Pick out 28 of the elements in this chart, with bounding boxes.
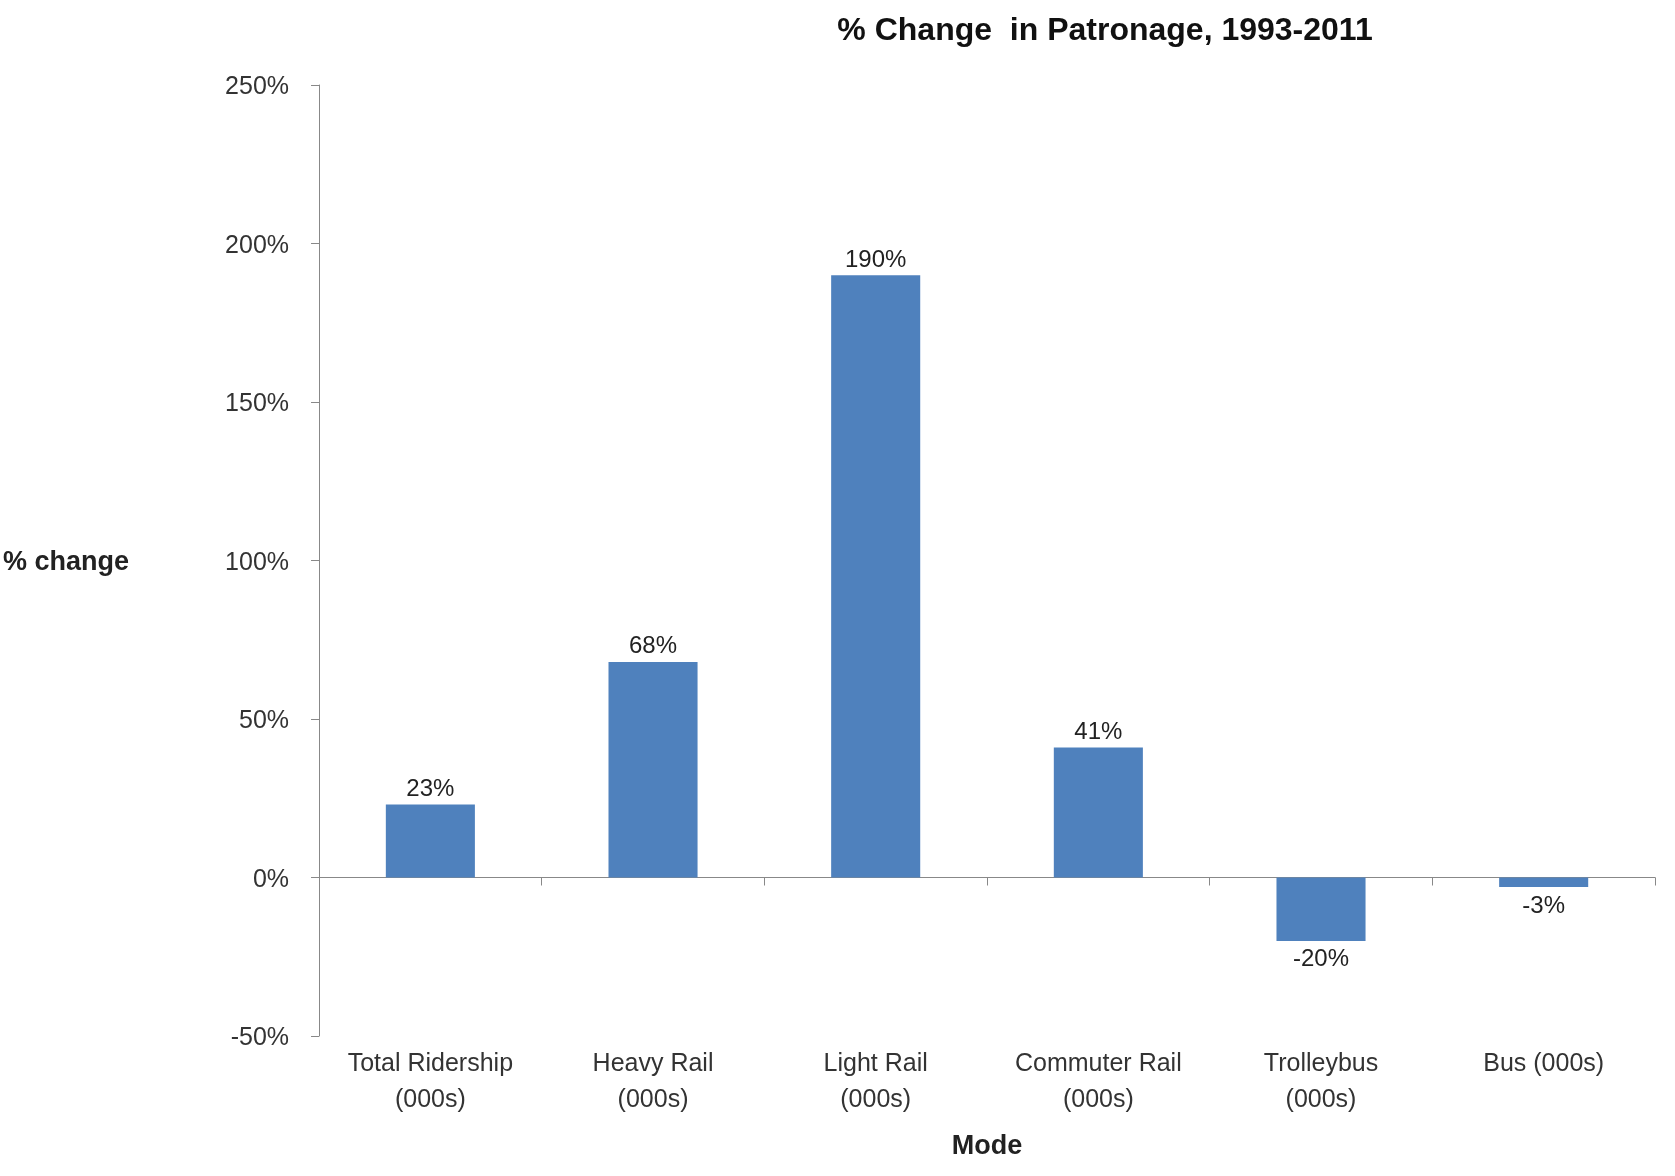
x-axis-title: Mode [951, 1129, 1023, 1160]
data-label: -3% [1522, 890, 1566, 918]
y-tick-label: 100% [225, 546, 290, 575]
chart-title: % Change in Patronage, 1993-2011 [837, 11, 1373, 47]
data-label: 41% [1074, 717, 1123, 745]
bar [608, 661, 698, 878]
x-tick-label: Light Rail (000s) [823, 1048, 928, 1112]
data-label: -20% [1292, 944, 1350, 972]
x-tick-label: Heavy Rail (000s) [592, 1048, 714, 1112]
bar [1276, 877, 1366, 941]
data-label: 190% [844, 244, 907, 272]
bar [385, 804, 475, 878]
data-label: 23% [406, 774, 455, 802]
y-tick-label: 200% [225, 229, 290, 258]
x-tick-label: Bus (000s) [1483, 1048, 1605, 1076]
y-tick-label: 50% [238, 705, 290, 733]
y-tick-label: 150% [225, 388, 290, 416]
y-axis-title: % change [2, 545, 130, 576]
bar [831, 275, 921, 878]
y-tick-label: 0% [252, 863, 290, 892]
data-label: 68% [629, 631, 678, 659]
y-tick-label: -50% [230, 1022, 290, 1050]
x-tick-label: Commuter Rail (000s) [1015, 1048, 1182, 1112]
bar [1053, 747, 1143, 878]
bar [1499, 877, 1589, 888]
x-tick-label: Trolleybus (000s) [1263, 1048, 1379, 1112]
y-tick-label: 250% [225, 71, 290, 99]
x-tick-label: Total Ridership (000s) [347, 1048, 514, 1112]
